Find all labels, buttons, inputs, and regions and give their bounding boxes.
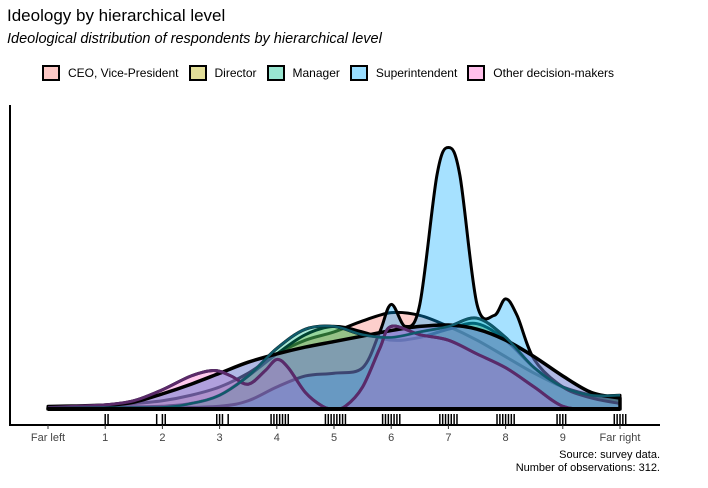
x-tick-label: 9: [560, 432, 566, 444]
x-tick-label: 8: [503, 432, 509, 444]
x-tick-label: 1: [102, 432, 108, 444]
legend-item-manager[interactable]: Manager: [266, 65, 340, 81]
legend: CEO, Vice-President Director Manager Sup…: [42, 62, 624, 84]
legend-key-director: [188, 65, 207, 81]
legend-key-ceo: [42, 65, 60, 81]
legend-label-other: Other decision-makers: [493, 66, 615, 80]
legend-label-manager: Manager: [292, 66, 340, 80]
x-tick-label: 5: [331, 432, 337, 444]
legend-label-superintendent: Superintendent: [375, 66, 458, 80]
legend-label-director: Director: [214, 66, 257, 80]
x-tick-label: Far left: [31, 432, 65, 444]
caption-observations: Number of observations: 312.: [515, 462, 660, 474]
x-tick-label: 7: [445, 432, 451, 444]
legend-key-other: [467, 65, 486, 81]
chart-subtitle: Ideological distribution of respondents …: [7, 31, 382, 47]
legend-label-ceo: CEO, Vice-President: [68, 66, 179, 80]
density-area-overall: [46, 323, 622, 411]
density-line-manager: [47, 316, 621, 410]
x-tick-label: Far right: [600, 432, 641, 444]
legend-item-other[interactable]: Other decision-makers: [467, 65, 614, 81]
caption: Source: survey data. Number of observati…: [516, 449, 660, 475]
legend-key-superintendent: [349, 65, 368, 81]
legend-key-manager: [266, 65, 285, 81]
x-tick-label: 6: [388, 432, 394, 444]
caption-source: Source: survey data.: [559, 449, 660, 461]
x-tick-label: 3: [217, 432, 223, 444]
legend-item-director[interactable]: Director: [188, 65, 257, 81]
chart-title: Ideology by hierarchical level: [7, 6, 226, 25]
x-tick-label: 4: [274, 432, 280, 444]
legend-item-superintendent[interactable]: Superintendent: [349, 65, 458, 81]
x-tick-label: 2: [159, 432, 165, 444]
legend-item-ceo[interactable]: CEO, Vice-President: [42, 65, 179, 81]
density-line-other: [47, 324, 621, 411]
